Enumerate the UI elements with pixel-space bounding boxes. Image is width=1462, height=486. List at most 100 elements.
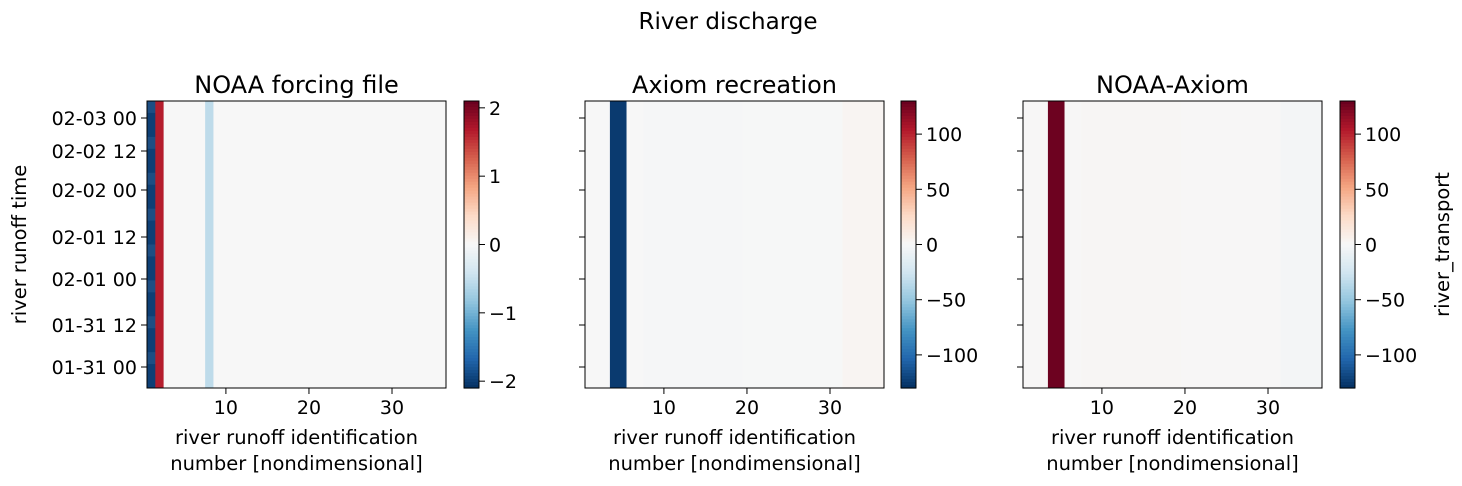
colorbar-segment: [1340, 268, 1355, 273]
colorbar-segment: [1340, 316, 1355, 320]
colorbar-segment: [901, 124, 916, 129]
x-tick-label: 20: [297, 397, 321, 419]
colorbar-segment: [901, 184, 916, 189]
heatmap-cell-shade: [147, 101, 156, 113]
colorbar-segment: [1340, 208, 1355, 213]
colorbar-segment: [901, 352, 916, 356]
colorbar-segment: [901, 112, 916, 117]
colorbar-segment: [901, 367, 916, 371]
colorbar-segment: [901, 169, 916, 174]
colorbar-segment: [901, 370, 916, 374]
colorbar-tick-label: −1: [489, 303, 517, 325]
colorbar-segment: [1340, 295, 1355, 299]
colorbar-segment: [901, 118, 916, 123]
colorbar-segment: [1340, 247, 1355, 252]
colorbar-segment: [464, 199, 479, 204]
colorbar-segment: [901, 244, 916, 249]
colorbar-segment: [464, 151, 479, 156]
heatmap-column: [155, 101, 165, 388]
colorbar-segment: [1340, 101, 1355, 105]
colorbar-segment: [901, 106, 916, 111]
colorbar-segment: [901, 139, 916, 144]
heatmap-column: [1064, 101, 1082, 388]
colorbar-segment: [1340, 265, 1355, 270]
colorbar-segment: [464, 385, 479, 389]
colorbar-segment: [1340, 193, 1355, 198]
colorbar-segment: [464, 292, 479, 296]
colorbar-segment: [464, 289, 479, 293]
colorbar-segment: [901, 385, 916, 389]
colorbar-segment: [1340, 220, 1355, 225]
colorbar-segment: [901, 226, 916, 231]
colorbar-segment: [901, 121, 916, 126]
colorbar-segment: [464, 337, 479, 341]
colorbar-segment: [901, 247, 916, 252]
colorbar-segment: [464, 250, 479, 255]
colorbar-segment: [464, 262, 479, 267]
colorbar-segment: [1340, 364, 1355, 368]
colorbar-segment: [464, 277, 479, 281]
colorbar-segment: [464, 310, 479, 314]
colorbar-segment: [464, 376, 479, 380]
colorbar-segment: [901, 334, 916, 338]
colorbar-segment: [1340, 376, 1355, 380]
colorbar-segment: [1340, 385, 1355, 389]
colorbar-segment: [901, 349, 916, 353]
colorbar-segment: [1340, 340, 1355, 344]
colorbar-segment: [1340, 355, 1355, 359]
colorbar-segment: [901, 262, 916, 267]
colorbar-segment: [1340, 121, 1355, 126]
colorbar-segment: [901, 133, 916, 138]
colorbar-segment: [1340, 277, 1355, 281]
colorbar-segment: [901, 241, 916, 246]
heatmap-cell-shade: [147, 352, 156, 365]
colorbar-segment: [464, 304, 479, 308]
colorbar-segment: [901, 232, 916, 237]
colorbar-segment: [1340, 328, 1355, 332]
x-axis-label-line2: number [nondimensional]: [170, 452, 423, 475]
colorbar-segment: [1340, 256, 1355, 261]
colorbar-segment: [901, 361, 916, 365]
colorbar-tick-label: 0: [926, 235, 938, 257]
colorbar-segment: [901, 127, 916, 132]
colorbar-segment: [1340, 106, 1355, 111]
colorbar-segment: [464, 106, 479, 111]
heatmap-cell-shade: [147, 268, 156, 281]
colorbar-segment: [464, 373, 479, 377]
colorbar-segment: [464, 265, 479, 270]
colorbar-segment: [1340, 343, 1355, 347]
colorbar-segment: [464, 187, 479, 192]
colorbar-segment: [901, 154, 916, 159]
colorbar-segment: [1340, 157, 1355, 162]
colorbar-segment: [464, 358, 479, 362]
heatmap-cell-shade: [147, 124, 156, 137]
colorbar-tick-label: 0: [489, 235, 501, 257]
x-tick-label: 20: [1173, 397, 1197, 419]
colorbar-segment: [1340, 142, 1355, 147]
colorbar-segment: [464, 352, 479, 356]
colorbar-segment: [1340, 238, 1355, 243]
colorbar-segment: [1340, 334, 1355, 338]
x-tick-label: 10: [214, 397, 238, 419]
colorbar-tick-label: 50: [926, 179, 950, 201]
colorbar-segment: [901, 280, 916, 284]
colorbar-segment: [901, 307, 916, 311]
heatmap-cell-shade: [147, 244, 156, 257]
colorbar-segment: [464, 118, 479, 123]
colorbar-segment: [1340, 151, 1355, 156]
x-tick-label: 30: [818, 397, 842, 419]
colorbar-segment: [901, 292, 916, 296]
colorbar-segment: [464, 325, 479, 329]
colorbar-segment: [1340, 154, 1355, 159]
colorbar-tick-label: −100: [926, 345, 978, 367]
colorbar-segment: [1340, 160, 1355, 165]
heatmap-cell-shade: [147, 148, 156, 161]
heatmap-column: [643, 101, 744, 388]
heatmap-column: [742, 101, 843, 388]
colorbar-segment: [464, 184, 479, 189]
heatmap-cell-shade: [147, 340, 156, 353]
colorbar-segment: [901, 178, 916, 183]
axes-frame: [146, 100, 447, 389]
colorbar-segment: [1340, 301, 1355, 305]
